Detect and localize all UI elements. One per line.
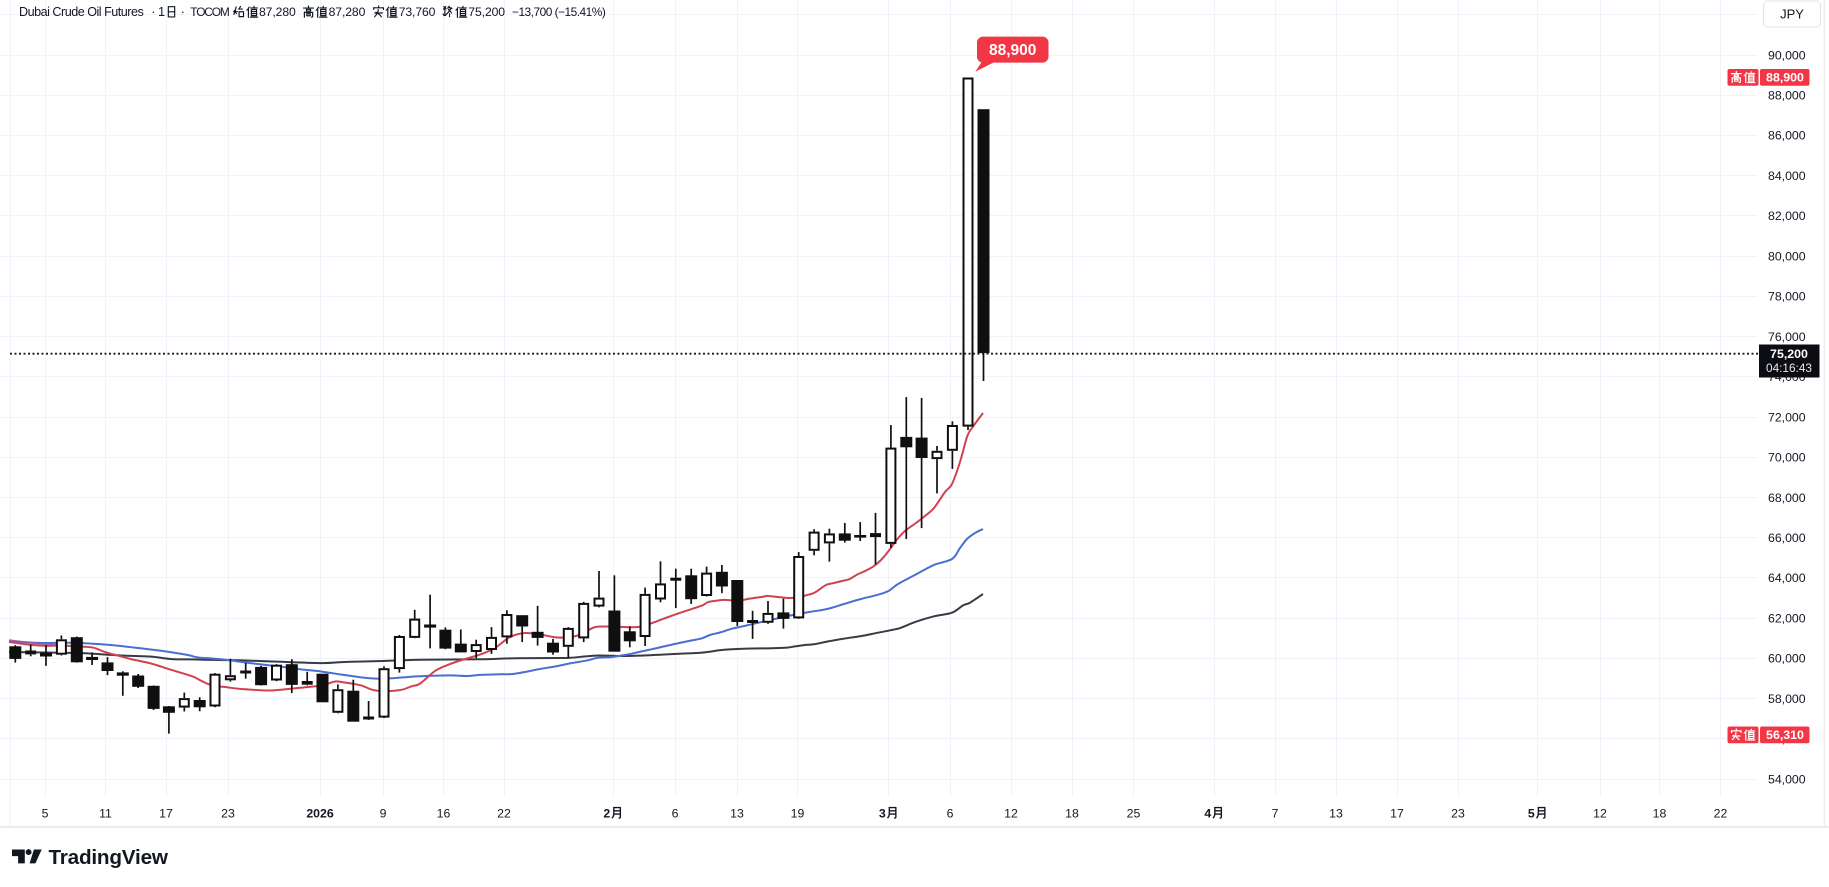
- svg-text:TradingView: TradingView: [49, 846, 169, 869]
- svg-text:Dubai Crude Oil Futures: Dubai Crude Oil Futures: [19, 5, 143, 19]
- svg-text:88,900: 88,900: [989, 42, 1036, 59]
- svg-text:86,000: 86,000: [1768, 129, 1806, 143]
- svg-text:·: ·: [151, 4, 155, 19]
- svg-text:88,900: 88,900: [1766, 71, 1804, 85]
- svg-text:84,000: 84,000: [1768, 169, 1806, 183]
- svg-text:5: 5: [1528, 807, 1535, 821]
- svg-text:7: 7: [1272, 807, 1279, 821]
- svg-text:22: 22: [497, 807, 511, 821]
- svg-text:18: 18: [1653, 807, 1667, 821]
- svg-text:·: ·: [181, 4, 185, 19]
- svg-text:2026: 2026: [306, 807, 334, 821]
- svg-text:19: 19: [791, 807, 805, 821]
- svg-text:87,280: 87,280: [259, 5, 296, 19]
- svg-text:75,200: 75,200: [1770, 347, 1808, 361]
- svg-text:75,200: 75,200: [468, 5, 505, 19]
- svg-text:73,760: 73,760: [399, 5, 436, 19]
- svg-text:23: 23: [221, 807, 235, 821]
- svg-text:76,000: 76,000: [1768, 330, 1806, 344]
- svg-text:13: 13: [1329, 807, 1343, 821]
- svg-text:6: 6: [672, 807, 679, 821]
- svg-text:70,000: 70,000: [1768, 451, 1806, 465]
- svg-text:25: 25: [1127, 807, 1141, 821]
- svg-text:TOCOM: TOCOM: [190, 5, 229, 19]
- svg-text:12: 12: [1593, 807, 1607, 821]
- svg-text:4: 4: [1204, 807, 1211, 821]
- svg-text:3: 3: [879, 807, 886, 821]
- svg-text:18: 18: [1065, 807, 1079, 821]
- svg-text:17: 17: [159, 807, 173, 821]
- svg-text:−13,700 (−15.41%): −13,700 (−15.41%): [512, 5, 606, 19]
- svg-text:88,000: 88,000: [1768, 89, 1806, 103]
- svg-text:22: 22: [1714, 807, 1728, 821]
- svg-text:17: 17: [1390, 807, 1404, 821]
- svg-text:68,000: 68,000: [1768, 491, 1806, 505]
- svg-text:80,000: 80,000: [1768, 249, 1806, 263]
- svg-text:54,000: 54,000: [1768, 772, 1806, 786]
- svg-text:56,310: 56,310: [1766, 728, 1804, 742]
- svg-text:62,000: 62,000: [1768, 611, 1806, 625]
- svg-text:13: 13: [730, 807, 744, 821]
- svg-text:72,000: 72,000: [1768, 410, 1806, 424]
- svg-text:23: 23: [1451, 807, 1465, 821]
- svg-text:6: 6: [947, 807, 954, 821]
- svg-text:82,000: 82,000: [1768, 209, 1806, 223]
- svg-text:64,000: 64,000: [1768, 571, 1806, 585]
- svg-text:5: 5: [42, 807, 49, 821]
- svg-text:11: 11: [99, 807, 112, 821]
- svg-text:12: 12: [1004, 807, 1018, 821]
- svg-text:58,000: 58,000: [1768, 692, 1806, 706]
- svg-text:78,000: 78,000: [1768, 290, 1806, 304]
- svg-text:66,000: 66,000: [1768, 531, 1806, 545]
- svg-text:90,000: 90,000: [1768, 48, 1806, 62]
- svg-text:04:16:43: 04:16:43: [1766, 361, 1812, 375]
- svg-text:87,280: 87,280: [329, 5, 366, 19]
- svg-text:2: 2: [603, 807, 610, 821]
- svg-text:JPY: JPY: [1780, 7, 1804, 22]
- svg-text:9: 9: [380, 807, 387, 821]
- svg-text:16: 16: [437, 807, 451, 821]
- svg-text:60,000: 60,000: [1768, 652, 1806, 666]
- svg-text:1: 1: [158, 4, 165, 19]
